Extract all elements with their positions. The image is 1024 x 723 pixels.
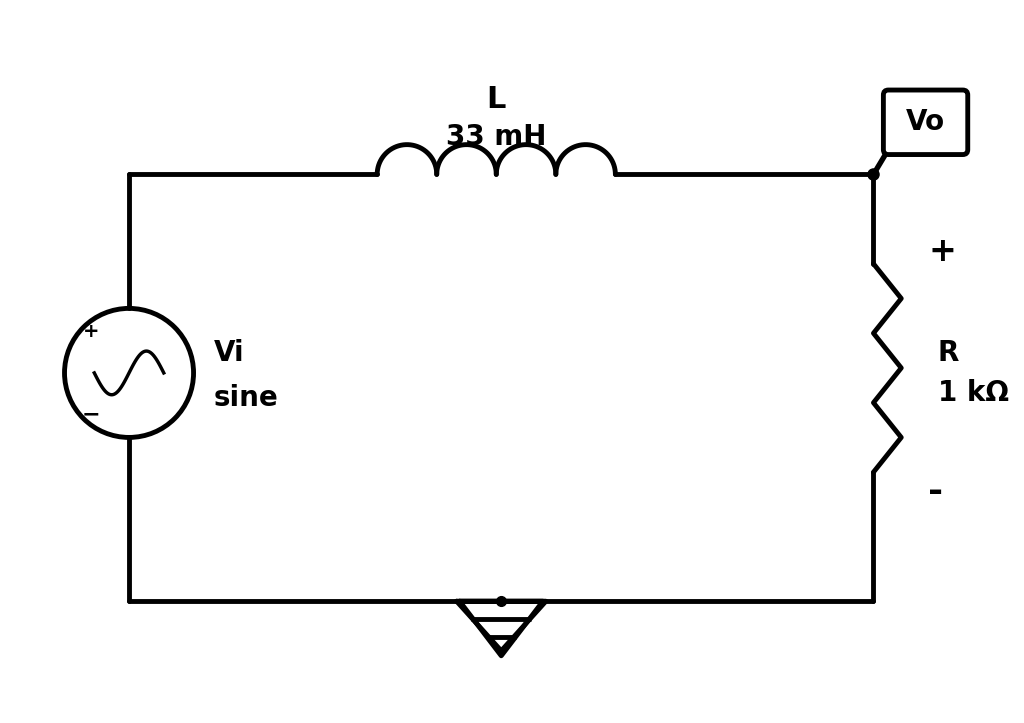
Text: sine: sine (213, 384, 279, 411)
FancyBboxPatch shape (884, 90, 968, 155)
Text: −: − (82, 405, 100, 424)
Text: +: + (83, 322, 99, 341)
Text: Vi: Vi (213, 339, 244, 367)
Text: 33 mH: 33 mH (446, 123, 547, 150)
Text: Vo: Vo (906, 108, 945, 137)
Text: L: L (486, 85, 506, 114)
Text: -: - (928, 475, 943, 509)
Text: 1 kΩ: 1 kΩ (938, 379, 1009, 407)
Text: R: R (938, 339, 959, 367)
Text: +: + (928, 235, 956, 268)
